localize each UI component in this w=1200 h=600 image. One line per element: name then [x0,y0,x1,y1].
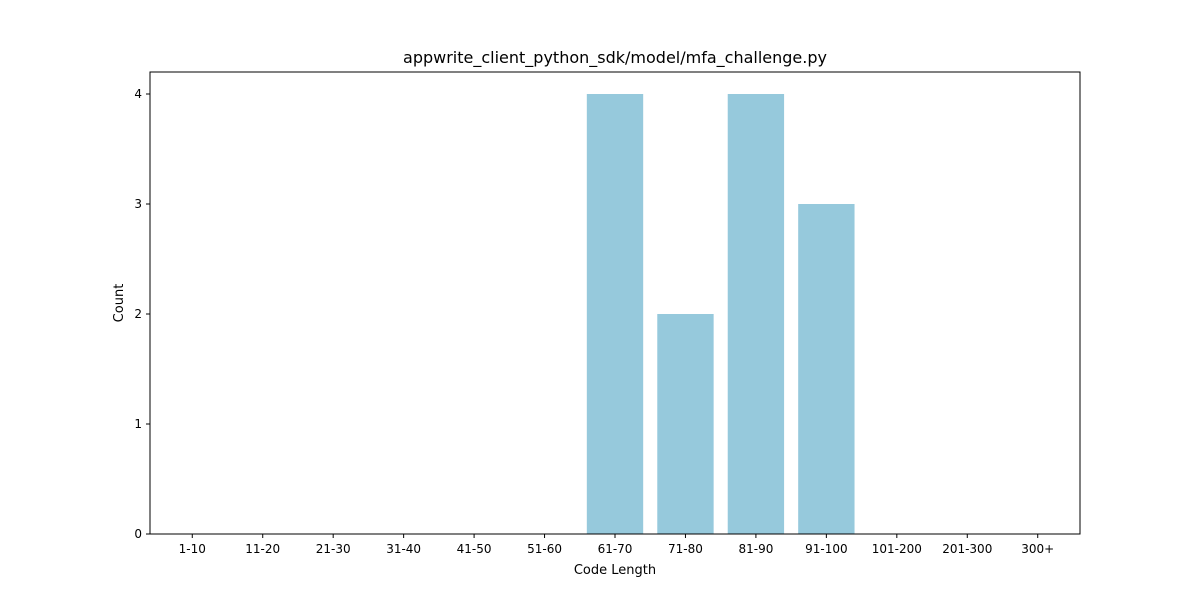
y-tick-label: 3 [134,197,142,211]
y-axis-label: Count [112,284,127,323]
y-tick-label: 4 [134,87,142,101]
bars [586,94,855,534]
x-tick-label: 300+ [1021,542,1054,556]
bar-91-100 [798,204,855,534]
x-tick-label: 1-10 [179,542,206,556]
x-tick-label: 31-40 [386,542,421,556]
y-tick-label: 1 [134,417,142,431]
bar-61-70 [586,94,644,534]
x-tick-label: 81-90 [738,542,773,556]
x-axis: 1-10 11-20 21-30 31-40 41-50 51-60 61-70 71-80 8… [179,534,1054,556]
y-tick-label: 0 [134,527,142,541]
x-tick-label: 41-50 [457,542,492,556]
x-tick-label: 201-300 [942,542,992,556]
x-tick-label: 91-100 [805,542,848,556]
x-tick-label: 51-60 [527,542,562,556]
x-tick-label: 21-30 [316,542,351,556]
x-tick-label: 71-80 [668,542,703,556]
bar-81-90 [727,94,785,534]
x-tick-label: 61-70 [598,542,633,556]
y-tick-label: 2 [134,307,142,321]
x-axis-label: Code Length [574,563,656,578]
x-tick-label: 101-200 [872,542,922,556]
y-axis: 0 1 2 3 4 [134,87,150,541]
bar-71-80 [657,314,714,534]
x-tick-label: 11-20 [245,542,280,556]
chart-title: appwrite_client_python_sdk/model/mfa_cha… [403,48,827,68]
